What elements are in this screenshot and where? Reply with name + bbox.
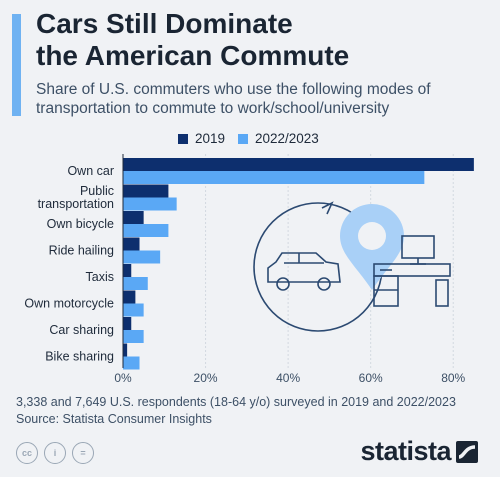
source-note: Source: Statista Consumer Insights xyxy=(16,412,212,426)
cc-icon[interactable]: cc xyxy=(16,442,38,464)
bar-2019 xyxy=(123,184,169,198)
title-accent-bar xyxy=(12,14,21,116)
car-icon xyxy=(267,252,341,291)
bar-2019 xyxy=(123,264,132,277)
chart-gridlines xyxy=(122,154,454,368)
x-axis-ticks: 0% 20% 40% 60% 80% xyxy=(114,371,465,385)
category-label: Taxis xyxy=(86,270,114,284)
category-label: Car sharing xyxy=(49,323,114,337)
category-label: Own bicycle xyxy=(47,217,114,231)
bar-2022-2023 xyxy=(123,330,144,343)
x-tick-label: 40% xyxy=(276,371,300,385)
cycle-arrow-icon xyxy=(321,201,334,215)
x-tick-label: 20% xyxy=(194,371,218,385)
bar-2022-2023 xyxy=(123,197,177,211)
legend-label-2019: 2019 xyxy=(195,131,226,146)
chart-subtitle: Share of U.S. commuters who use the foll… xyxy=(36,81,431,117)
bar-2022-2023 xyxy=(123,171,425,184)
bar-chart: Own car Public transportation Own bicycle Ri… xyxy=(24,154,474,385)
statista-logo[interactable]: statista xyxy=(360,436,478,467)
bar-2019 xyxy=(123,290,136,304)
legend-swatch-2022-2023 xyxy=(238,133,248,144)
footnote: 3,338 and 7,649 U.S. respondents (18-64 … xyxy=(16,394,456,428)
x-tick-label: 80% xyxy=(441,371,465,385)
x-tick-label: 0% xyxy=(114,371,132,385)
category-label: Public transportation xyxy=(38,184,114,211)
bar-2019 xyxy=(123,211,144,224)
location-pin-icon xyxy=(340,204,404,290)
category-labels: Own car Public transportation Own bicycle Ri… xyxy=(24,164,114,364)
legend: 2019 2022/2023 xyxy=(0,131,500,149)
category-label: Bike sharing xyxy=(45,350,114,364)
category-label: Own car xyxy=(67,164,114,178)
commute-illustration xyxy=(253,201,451,332)
by-icon[interactable]: i xyxy=(44,442,66,464)
legend-item-2019: 2019 xyxy=(178,131,225,146)
bar-2019 xyxy=(123,343,128,357)
chart-title: Cars Still Dominate the American Commute xyxy=(36,8,350,71)
respondents-note: 3,338 and 7,649 U.S. respondents (18-64 … xyxy=(16,395,456,409)
bar-2019 xyxy=(123,237,140,251)
legend-swatch-2019 xyxy=(178,133,188,144)
bar-2022-2023 xyxy=(123,250,161,264)
category-label: Own motorcycle xyxy=(24,297,114,311)
bar-2022-2023 xyxy=(123,224,169,237)
legend-item-2022-2023: 2022/2023 xyxy=(238,131,319,146)
bar-2022-2023 xyxy=(123,356,140,370)
bar-2019 xyxy=(123,317,132,330)
bar-2022-2023 xyxy=(123,303,144,317)
bar-2022-2023 xyxy=(123,277,148,290)
statista-mark-icon xyxy=(456,440,478,463)
category-label: Ride hailing xyxy=(49,244,114,258)
bar-2019 xyxy=(123,158,474,171)
chart-bars xyxy=(122,154,474,370)
license-icons: cc i = xyxy=(16,442,94,464)
nd-icon[interactable]: = xyxy=(72,442,94,464)
x-tick-label: 60% xyxy=(359,371,383,385)
brand-wordmark: statista xyxy=(360,436,451,466)
legend-label-2022-2023: 2022/2023 xyxy=(255,131,319,146)
desk-computer-icon xyxy=(373,235,451,307)
